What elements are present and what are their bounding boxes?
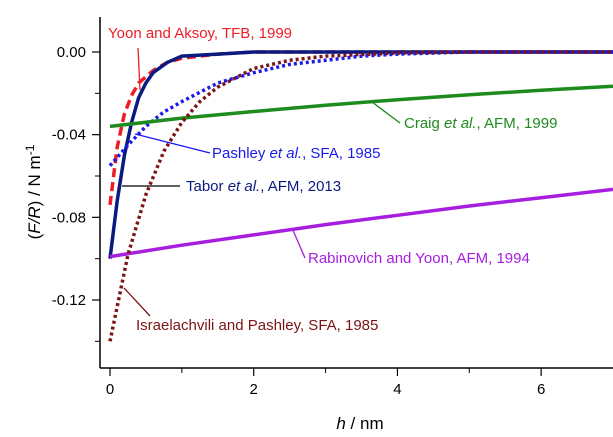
plot-area (99, 17, 613, 369)
y-axis-title-exp: -1 (23, 144, 37, 155)
annotation-pashley-et-al-sfa-1985: Pashley et al., SFA, 1985 (212, 145, 380, 162)
y-tick-label: 0.00 (57, 44, 86, 61)
y-tick-label: -0.04 (52, 127, 86, 144)
x-tick-label: 4 (393, 381, 401, 398)
series-line-pashley-et-al-sfa-1985 (108, 50, 613, 167)
series-line-rabinovich-and-yoon-afm-1994 (109, 187, 613, 259)
annotation-leader-line (123, 287, 151, 317)
annotation-leader-line (137, 47, 141, 91)
y-tick-label: -0.08 (52, 209, 86, 226)
series-line-tabor-et-al-afm-2013 (108, 50, 613, 259)
annotation-rabinovich-and-yoon-afm-1994: Rabinovich and Yoon, AFM, 1994 (308, 250, 530, 267)
y-tick-label: -0.12 (52, 292, 86, 309)
y-axis-title-var: F/R (25, 206, 44, 233)
x-axis-title-unit: / nm (346, 414, 384, 433)
series-layer (108, 50, 613, 342)
x-tick-label: 2 (250, 381, 258, 398)
x-axis-title-var: h (336, 414, 345, 433)
x-axis-ticks: 0 2 4 6 (106, 368, 545, 398)
annotation-tabor-et-al-afm-2013: Tabor et al., AFM, 2013 (186, 178, 341, 195)
y-axis-title-close: ) (25, 201, 44, 207)
series-line-craig-et-al-afm-1999 (109, 84, 613, 129)
annotation-yoon-and-aksoy-tfb-1999: Yoon and Aksoy, TFB, 1999 (108, 25, 292, 42)
annotations: Yoon and Aksoy, TFB, 1999 Tabor et al., A… (108, 25, 557, 334)
x-axis-title: h / nm (336, 414, 383, 433)
y-axis-title-open: ( (25, 233, 44, 239)
y-axis-title: (F/R) / N m-1 (23, 144, 44, 239)
annotation-leaders (122, 47, 401, 317)
y-axis-title-unit: / N m (25, 155, 44, 200)
y-axis-ticks: 0.00 -0.04 -0.08 -0.12 (52, 44, 100, 342)
annotation-craig-et-al-afm-1999: Craig et al., AFM, 1999 (404, 115, 557, 132)
annotation-leader-line (134, 133, 211, 154)
series-line-israelachvili-and-pashley-sfa-1985 (108, 50, 613, 342)
annotation-israelachvili-and-pashley-sfa-1985: Israelachvili and Pashley, SFA, 1985 (136, 317, 378, 334)
x-tick-label: 6 (537, 381, 545, 398)
annotation-leader-line (291, 227, 306, 259)
x-tick-label: 0 (106, 381, 114, 398)
annotation-leader-line (371, 101, 401, 124)
